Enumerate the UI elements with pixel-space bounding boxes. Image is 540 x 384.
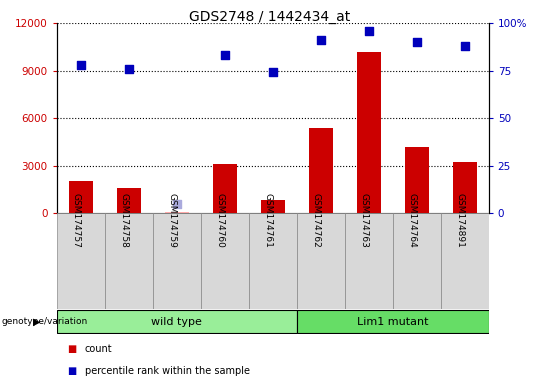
Bar <box>57 310 296 333</box>
Text: ▶: ▶ <box>33 316 40 327</box>
Text: genotype/variation: genotype/variation <box>2 317 88 326</box>
Text: GDS2748 / 1442434_at: GDS2748 / 1442434_at <box>190 10 350 23</box>
Text: percentile rank within the sample: percentile rank within the sample <box>85 366 250 376</box>
Point <box>220 52 229 58</box>
Text: count: count <box>85 344 112 354</box>
Bar <box>345 213 393 309</box>
Bar <box>201 213 249 309</box>
Point <box>76 62 85 68</box>
Bar <box>153 213 201 309</box>
Point <box>316 37 325 43</box>
Text: GSM174760: GSM174760 <box>215 194 225 248</box>
Bar <box>213 164 237 213</box>
Bar <box>309 127 333 213</box>
Bar <box>165 212 188 213</box>
Bar <box>261 200 285 213</box>
Text: GSM174757: GSM174757 <box>72 194 80 248</box>
Text: wild type: wild type <box>151 316 202 327</box>
Bar <box>393 213 441 309</box>
Bar <box>296 310 489 333</box>
Bar <box>117 188 141 213</box>
Bar <box>453 162 477 213</box>
Text: GSM174891: GSM174891 <box>456 194 465 248</box>
Bar <box>404 147 429 213</box>
Bar <box>441 213 489 309</box>
Text: ■: ■ <box>68 344 77 354</box>
Bar <box>296 213 345 309</box>
Bar <box>249 213 296 309</box>
Text: GSM174761: GSM174761 <box>264 194 273 248</box>
Text: Lim1 mutant: Lim1 mutant <box>357 316 428 327</box>
Point <box>364 28 373 34</box>
Text: GSM174758: GSM174758 <box>120 194 129 248</box>
Point <box>172 200 181 207</box>
Text: GSM174759: GSM174759 <box>168 194 177 248</box>
Point <box>413 39 421 45</box>
Text: GSM174764: GSM174764 <box>408 194 417 248</box>
Bar <box>105 213 153 309</box>
Text: ■: ■ <box>68 366 77 376</box>
Point <box>268 70 277 76</box>
Point <box>461 43 469 49</box>
Text: GSM174763: GSM174763 <box>360 194 369 248</box>
Bar <box>357 51 381 213</box>
Point <box>124 66 133 72</box>
Bar <box>69 182 93 213</box>
Bar <box>57 213 105 309</box>
Text: GSM174762: GSM174762 <box>312 194 321 248</box>
